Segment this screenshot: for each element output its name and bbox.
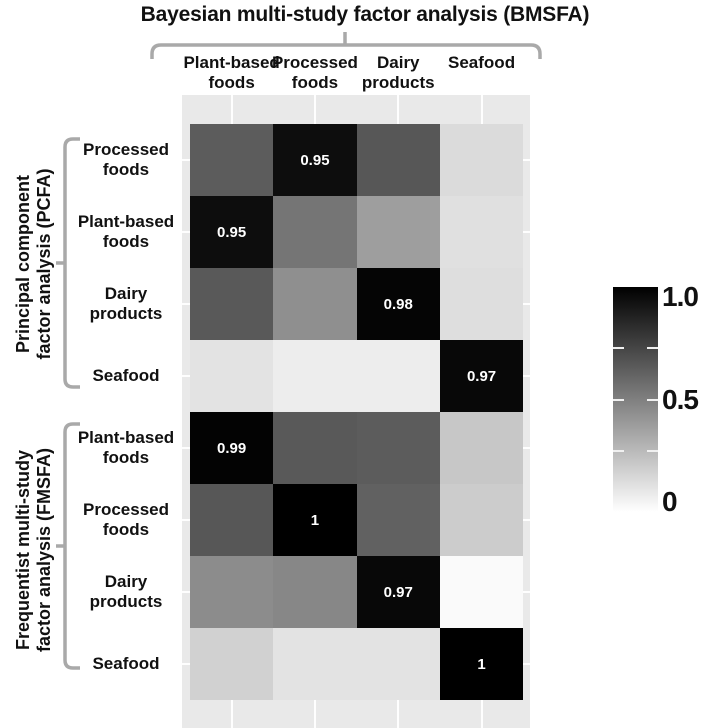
row-group-label-fmsfa: Frequentist multi-study factor analysis … (13, 447, 54, 653)
heatmap-cell: 0.97 (439, 340, 524, 412)
heatmap-cell (273, 556, 357, 628)
heatmap-cell: 0.98 (356, 268, 440, 340)
column-header: Processed foods (271, 53, 358, 92)
chart-title: Bayesian multi-study factor analysis (BM… (140, 3, 590, 26)
colorbar-tick (613, 398, 624, 401)
heatmap-cell (439, 556, 524, 628)
colorbar-tick (613, 449, 624, 452)
heatmap-cell (356, 484, 440, 556)
heatmap-cell (273, 628, 357, 700)
heatmap-cell (190, 340, 274, 412)
cell-value: 0.97 (383, 583, 413, 601)
colorbar-tick (647, 347, 658, 350)
row-group-label-pcfa: Principal component factor analysis (PCF… (13, 168, 54, 360)
row-label: Seafood (92, 366, 160, 385)
heatmap-cell (356, 196, 440, 268)
heatmap-cell (273, 412, 357, 484)
column-header: Plant-based foods (183, 53, 280, 92)
fmsfa-bracket (56, 422, 80, 670)
heatmap-cell: 1 (273, 484, 357, 556)
row-label: Seafood (92, 654, 160, 673)
heatmap-cell (273, 340, 357, 412)
heatmap-cell (273, 196, 357, 268)
row-label: Processed foods (83, 500, 169, 539)
colorbar-tick (647, 398, 658, 401)
cell-value: 0.98 (383, 295, 413, 313)
cell-value: 1 (477, 655, 486, 673)
row-label: Plant-based foods (77, 212, 175, 251)
cell-value: 0.97 (466, 367, 497, 385)
heatmap-cell: 0.97 (356, 556, 440, 628)
row-label: Dairy products (89, 572, 163, 611)
cell-value: 1 (310, 511, 320, 529)
colorbar-tick (613, 347, 624, 350)
heatmap-cell (439, 196, 524, 268)
heatmap-cell (356, 124, 440, 196)
heatmap-cell (190, 124, 274, 196)
heatmap-cell (190, 268, 274, 340)
heatmap-cell: 0.99 (190, 412, 274, 484)
column-header: Dairy products (361, 53, 435, 92)
colorbar-tick-label-high: 1.0 (662, 281, 699, 312)
heatmap-cell (356, 340, 440, 412)
row-label: Dairy products (89, 284, 163, 323)
colorbar-tick-label-mid: 0.5 (662, 383, 699, 415)
cell-value: 0.95 (300, 151, 330, 169)
column-header: Seafood (448, 53, 516, 72)
pcfa-bracket (56, 137, 80, 389)
top-bracket (150, 32, 542, 59)
heatmap-cell (439, 412, 524, 484)
heatmap-cell (190, 628, 274, 700)
heatmap-cell: 0.95 (273, 124, 357, 196)
heatmap-cell (439, 484, 524, 556)
heatmap-cell (190, 556, 274, 628)
colorbar (613, 287, 658, 512)
heatmap-cell (356, 412, 440, 484)
heatmap-cell (439, 268, 524, 340)
heatmap-cell: 1 (439, 628, 524, 700)
row-label: Processed foods (83, 140, 169, 179)
row-label: Plant-based foods (77, 428, 175, 467)
heatmap-cell (439, 124, 524, 196)
cell-value: 0.95 (217, 223, 247, 241)
heatmap-cell (356, 628, 440, 700)
heatmap-cell (273, 268, 357, 340)
heatmap-panel: 0.95 0.95 0.98 0.97 0.99 1 0.97 1 (182, 95, 530, 728)
colorbar-tick (647, 449, 658, 452)
heatmap-cell (190, 484, 274, 556)
colorbar-tick-label-low: 0 (662, 486, 678, 517)
heatmap-cell: 0.95 (190, 196, 274, 268)
cell-value: 0.99 (217, 439, 247, 457)
